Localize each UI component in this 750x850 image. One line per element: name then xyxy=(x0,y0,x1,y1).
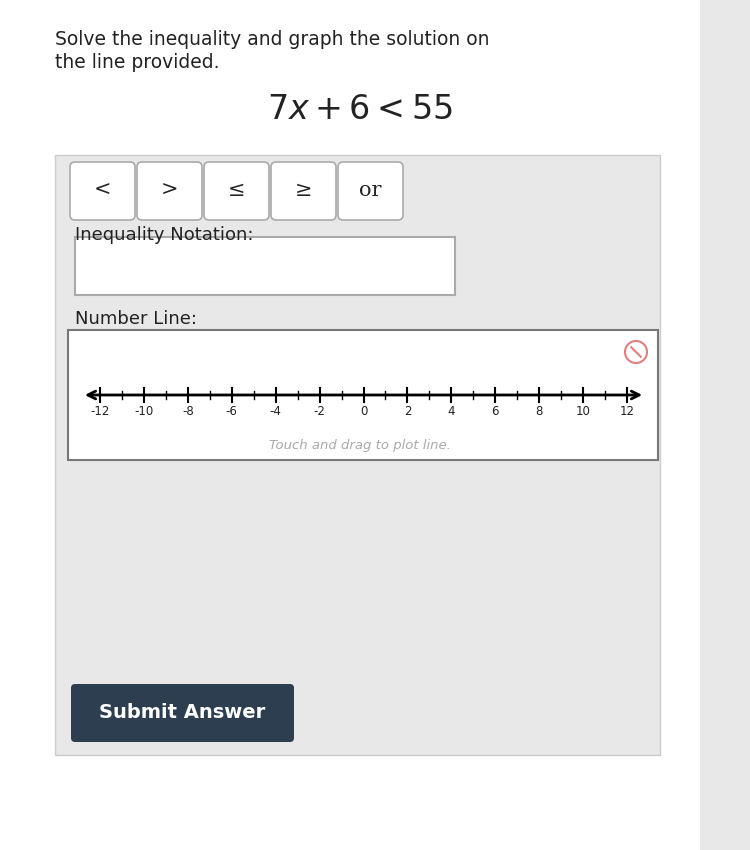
FancyBboxPatch shape xyxy=(71,684,294,742)
Text: -2: -2 xyxy=(314,405,326,418)
Text: Touch and drag to plot line.: Touch and drag to plot line. xyxy=(269,439,451,451)
Text: 8: 8 xyxy=(536,405,543,418)
Text: the line provided.: the line provided. xyxy=(55,53,220,72)
FancyBboxPatch shape xyxy=(700,0,750,850)
Text: -10: -10 xyxy=(134,405,154,418)
Text: -4: -4 xyxy=(270,405,281,418)
Text: 12: 12 xyxy=(620,405,634,418)
Text: Inequality Notation:: Inequality Notation: xyxy=(75,226,254,244)
Text: -6: -6 xyxy=(226,405,238,418)
Text: -12: -12 xyxy=(90,405,110,418)
Text: >: > xyxy=(160,180,178,200)
Text: 0: 0 xyxy=(360,405,368,418)
FancyBboxPatch shape xyxy=(338,162,403,220)
Text: -8: -8 xyxy=(182,405,194,418)
Text: <: < xyxy=(94,180,111,200)
Text: 2: 2 xyxy=(404,405,411,418)
Text: Number Line:: Number Line: xyxy=(75,310,197,328)
Text: 6: 6 xyxy=(491,405,499,418)
FancyBboxPatch shape xyxy=(0,0,710,850)
Text: 10: 10 xyxy=(576,405,590,418)
FancyBboxPatch shape xyxy=(55,155,660,755)
FancyBboxPatch shape xyxy=(70,162,135,220)
FancyBboxPatch shape xyxy=(75,237,455,295)
Text: or: or xyxy=(359,180,382,200)
FancyBboxPatch shape xyxy=(68,330,658,460)
Text: $7x + 6 < 55$: $7x + 6 < 55$ xyxy=(267,94,453,126)
Text: Submit Answer: Submit Answer xyxy=(99,704,266,722)
Text: Solve the inequality and graph the solution on: Solve the inequality and graph the solut… xyxy=(55,30,490,49)
Text: ≥: ≥ xyxy=(295,180,312,200)
FancyBboxPatch shape xyxy=(204,162,269,220)
Text: 4: 4 xyxy=(448,405,455,418)
Text: ≤: ≤ xyxy=(228,180,245,200)
FancyBboxPatch shape xyxy=(271,162,336,220)
FancyBboxPatch shape xyxy=(137,162,202,220)
